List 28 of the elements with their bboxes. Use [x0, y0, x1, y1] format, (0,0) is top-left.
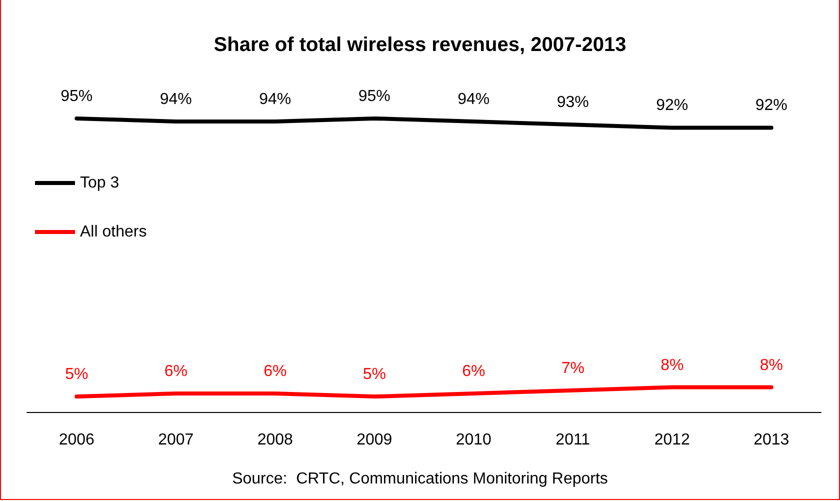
- data-label: 94%: [259, 91, 292, 108]
- x-tick-label: 2008: [257, 432, 294, 448]
- legend-label: All others: [80, 224, 147, 240]
- data-label: 93%: [556, 94, 589, 112]
- x-tick-label: 2009: [356, 432, 392, 448]
- x-tick-label: 2011: [556, 432, 590, 448]
- x-tick-label: 2007: [158, 432, 194, 448]
- data-label: 6%: [164, 362, 188, 380]
- source-note: Source: CRTC, Communications Monitoring Reports: [232, 470, 608, 488]
- x-tick-label: 2013: [754, 432, 790, 448]
- data-label: 92%: [656, 97, 688, 114]
- data-label: 8%: [760, 356, 783, 374]
- data-label: 95%: [60, 88, 93, 105]
- data-label: 5%: [65, 366, 88, 384]
- x-tick-label: 2006: [58, 432, 95, 448]
- data-label: 94%: [160, 91, 192, 108]
- chart-title: Share of total wireless revenues, 2007-2013: [214, 34, 626, 56]
- legend-label: Top 3: [80, 174, 120, 192]
- data-label: 8%: [660, 356, 684, 374]
- x-tick-label: 2012: [654, 432, 690, 448]
- x-tick-label: 2010: [456, 432, 492, 448]
- data-label: 7%: [561, 360, 584, 377]
- data-label: 5%: [362, 366, 386, 384]
- data-label: 92%: [755, 97, 788, 114]
- data-label: 6%: [264, 362, 287, 380]
- data-label: 95%: [358, 88, 390, 105]
- data-label: 94%: [458, 91, 490, 108]
- data-label: 6%: [462, 362, 486, 380]
